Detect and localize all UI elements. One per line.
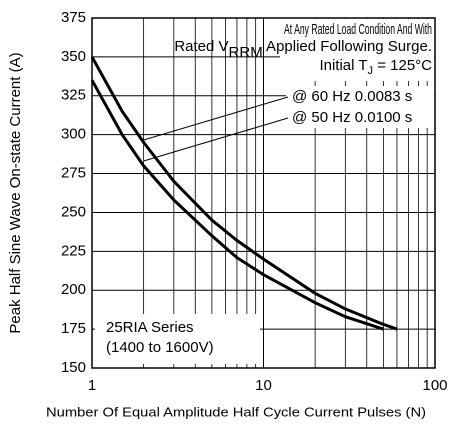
y-tick-label: 275 [61,165,86,182]
series-line [90,79,384,331]
annotation-part: Initial T [319,57,367,74]
y-tick-label: 175 [61,320,86,337]
legend-label: @ 60 Hz 0.0083 s [292,88,412,105]
legend-label: @ 50 Hz 0.0100 s [292,109,412,126]
annotation-box [280,19,434,81]
annotation-sub: J [368,65,374,77]
leader-line [143,117,289,162]
plot-frame [91,17,436,369]
annotation: At Any Rated Load Condition And With [284,21,432,38]
y-tick-label: 300 [61,126,86,143]
y-tick-label: 200 [61,281,86,298]
y-tick-label: 225 [61,242,86,259]
x-tick-label: 10 [255,377,272,394]
x-tick-label: 100 [422,377,447,394]
annotation-box [95,314,260,364]
y-tick-label: 325 [61,87,86,104]
annotation: 25RIA Series [106,319,194,336]
annotation-part: Rated V [174,38,228,55]
x-axis-label: Number Of Equal Amplitude Half Cycle Cur… [46,404,426,419]
y-tick-label: 350 [61,48,86,65]
y-tick-label: 375 [61,9,86,26]
annotation: Initial TJ = 125°C [319,57,432,77]
leader-line [143,96,289,141]
annotation-box [286,86,434,128]
annotation: (1400 to 1600V) [106,339,214,356]
series-line [90,56,398,331]
y-tick-label: 250 [61,203,86,220]
annotation: Rated VRRM Applied Following Surge. [174,38,432,61]
y-axis-label: Peak Half Sine Wave On-state Current (A) [7,52,24,333]
annotation-part: Applied Following Surge. [263,38,432,55]
x-tick-label: 1 [88,377,96,394]
annotation-sub: RRM [229,44,263,61]
annotation-part: = 125°C [373,57,432,74]
y-tick-label: 150 [61,359,86,376]
